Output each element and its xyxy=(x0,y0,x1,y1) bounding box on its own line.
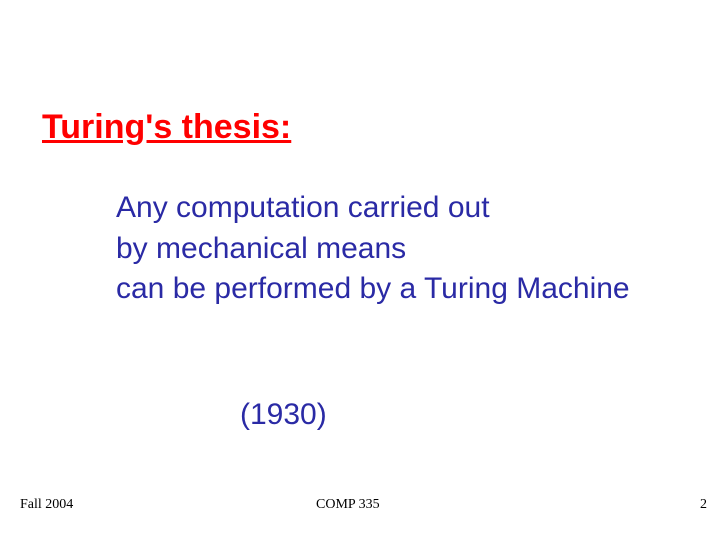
slide: Turing's thesis: Any computation carried… xyxy=(0,0,720,540)
footer-right: 2 xyxy=(700,497,707,513)
footer-center: COMP 335 xyxy=(316,497,380,513)
footer-left: Fall 2004 xyxy=(20,497,73,513)
year-label: (1930) xyxy=(240,398,327,432)
thesis-body-line: by mechanical means xyxy=(116,229,630,270)
thesis-body-line: Any computation carried out xyxy=(116,188,630,229)
thesis-body-line: can be performed by a Turing Machine xyxy=(116,269,630,310)
slide-title: Turing's thesis: xyxy=(42,108,291,147)
thesis-body: Any computation carried outby mechanical… xyxy=(116,188,630,310)
